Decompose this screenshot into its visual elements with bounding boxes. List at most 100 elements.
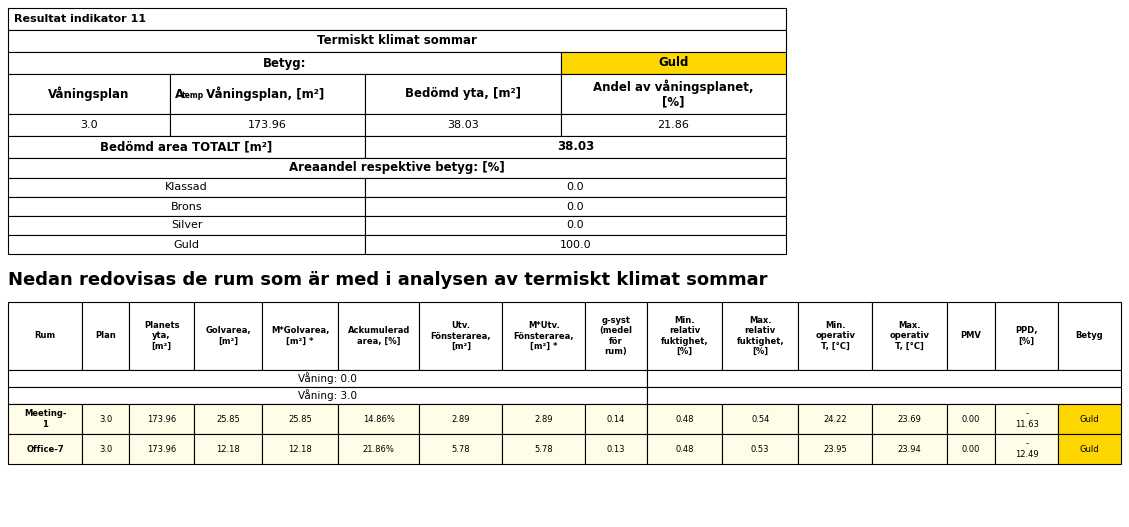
Text: M*Golvarea,
[m²] *: M*Golvarea, [m²] *: [271, 326, 330, 346]
Bar: [8, 216, 365, 235]
Bar: [585, 302, 647, 370]
Text: Office-7: Office-7: [26, 444, 64, 454]
Bar: [723, 404, 798, 434]
Text: Våningsplan, [m²]: Våningsplan, [m²]: [202, 87, 324, 101]
Text: -
12.49: - 12.49: [1015, 440, 1039, 458]
Bar: [8, 404, 82, 434]
Text: Areaandel respektive betyg: [%]: Areaandel respektive betyg: [%]: [289, 161, 505, 174]
Bar: [561, 52, 786, 74]
Text: 5.78: 5.78: [534, 444, 553, 454]
Text: 38.03: 38.03: [447, 120, 479, 130]
Text: Utv.
Fönsterarea,
[m²]: Utv. Fönsterarea, [m²]: [430, 321, 491, 351]
Text: 2.89: 2.89: [452, 415, 470, 424]
Text: Nedan redovisas de rum som är med i analysen av termiskt klimat sommar: Nedan redovisas de rum som är med i anal…: [8, 271, 768, 289]
Bar: [8, 387, 647, 404]
Text: PPD,
[%]: PPD, [%]: [1015, 326, 1038, 346]
Text: Rum: Rum: [35, 331, 55, 340]
Bar: [8, 302, 82, 370]
Bar: [1058, 302, 1121, 370]
Bar: [8, 370, 647, 387]
Bar: [365, 235, 786, 254]
Text: g-syst
(medel
för
rum): g-syst (medel för rum): [599, 316, 632, 356]
Bar: [82, 404, 130, 434]
Bar: [647, 434, 723, 464]
Bar: [8, 8, 786, 30]
Bar: [798, 404, 873, 434]
Bar: [873, 302, 947, 370]
Text: temp: temp: [182, 92, 204, 101]
Text: Min.
relativ
fuktighet,
[%]: Min. relativ fuktighet, [%]: [660, 316, 708, 356]
Bar: [1058, 404, 1121, 434]
Bar: [194, 434, 262, 464]
Bar: [585, 434, 647, 464]
Text: 2.89: 2.89: [534, 415, 553, 424]
Text: PMV: PMV: [961, 331, 981, 340]
Text: 12.18: 12.18: [216, 444, 239, 454]
Bar: [996, 404, 1058, 434]
Text: Max.
operativ
T, [°C]: Max. operativ T, [°C]: [890, 321, 929, 351]
Bar: [82, 302, 130, 370]
Text: Klassad: Klassad: [165, 182, 208, 192]
Bar: [873, 434, 947, 464]
Text: Betyg:: Betyg:: [263, 56, 306, 70]
Text: 3.0: 3.0: [99, 415, 113, 424]
Text: Planets
yta,
[m²]: Planets yta, [m²]: [143, 321, 180, 351]
Bar: [170, 74, 365, 114]
Bar: [262, 302, 338, 370]
Text: 3.0: 3.0: [99, 444, 113, 454]
Bar: [170, 114, 365, 136]
Bar: [420, 302, 502, 370]
Bar: [8, 178, 365, 197]
Bar: [647, 404, 723, 434]
Bar: [365, 74, 561, 114]
Bar: [798, 302, 873, 370]
Text: Andel av våningsplanet,
[%]: Andel av våningsplanet, [%]: [593, 79, 754, 109]
Text: 0.00: 0.00: [962, 415, 980, 424]
Text: 0.13: 0.13: [606, 444, 625, 454]
Text: 0.48: 0.48: [675, 444, 693, 454]
Bar: [338, 404, 420, 434]
Text: 23.94: 23.94: [898, 444, 921, 454]
Text: 3.0: 3.0: [80, 120, 98, 130]
Bar: [8, 434, 82, 464]
Text: 14.86%: 14.86%: [362, 415, 395, 424]
Text: Våningsplan: Våningsplan: [49, 87, 130, 101]
Bar: [365, 197, 786, 216]
Bar: [8, 235, 365, 254]
Bar: [647, 387, 1121, 404]
Bar: [502, 404, 585, 434]
Bar: [502, 302, 585, 370]
Text: 0.14: 0.14: [606, 415, 625, 424]
Text: 23.69: 23.69: [898, 415, 921, 424]
Text: 0.48: 0.48: [675, 415, 693, 424]
Text: Betyg: Betyg: [1076, 331, 1103, 340]
Text: Bedömd yta, [m²]: Bedömd yta, [m²]: [405, 87, 520, 101]
Text: Silver: Silver: [170, 220, 202, 230]
Text: 0.53: 0.53: [751, 444, 770, 454]
Bar: [798, 434, 873, 464]
Text: 173.96: 173.96: [147, 415, 176, 424]
Bar: [585, 404, 647, 434]
Text: 21.86%: 21.86%: [362, 444, 395, 454]
Text: Våning: 0.0: Våning: 0.0: [298, 373, 357, 385]
Text: Plan: Plan: [96, 331, 116, 340]
Text: 24.22: 24.22: [823, 415, 847, 424]
Bar: [996, 434, 1058, 464]
Bar: [365, 178, 786, 197]
Text: 173.96: 173.96: [248, 120, 287, 130]
Text: 5.78: 5.78: [452, 444, 470, 454]
Text: 38.03: 38.03: [557, 141, 594, 153]
Bar: [8, 52, 561, 74]
Text: 25.85: 25.85: [288, 415, 312, 424]
Bar: [262, 404, 338, 434]
Bar: [8, 114, 170, 136]
Text: 0.54: 0.54: [751, 415, 770, 424]
Bar: [647, 302, 723, 370]
Text: Bedömd area TOTALT [m²]: Bedömd area TOTALT [m²]: [100, 141, 272, 153]
Text: 0.0: 0.0: [567, 201, 585, 211]
Bar: [647, 370, 1121, 387]
Bar: [365, 216, 786, 235]
Bar: [723, 302, 798, 370]
Bar: [262, 434, 338, 464]
Bar: [338, 302, 420, 370]
